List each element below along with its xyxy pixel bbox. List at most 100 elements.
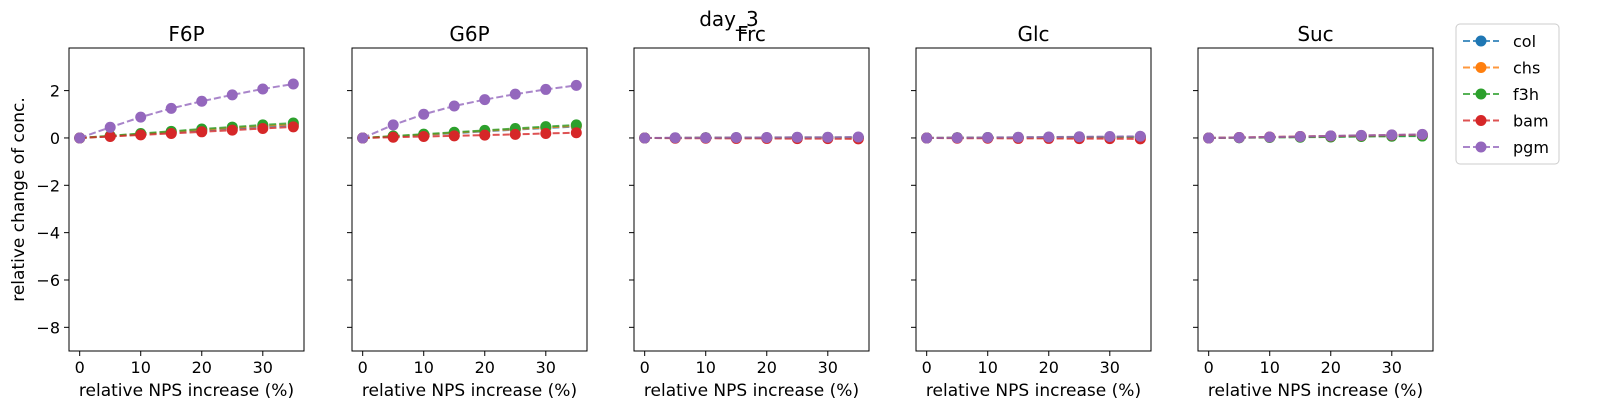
x-tick-label: 20 [1039,358,1059,377]
y-tick-label: −8 [36,318,60,337]
x-tick-label: 10 [414,358,434,377]
data-point [287,78,299,90]
data-point [982,131,994,143]
legend-marker [1475,35,1487,47]
data-point [540,83,552,95]
data-point [1386,129,1398,141]
data-point [730,131,742,143]
axes-frame [633,47,870,352]
data-point [196,95,208,107]
x-tick-label: 10 [131,358,151,377]
data-point [1325,130,1337,142]
data-point [1134,130,1146,142]
legend-marker [1475,115,1487,126]
legend-label: pgm [1513,138,1549,157]
legend-entry-col: col [1463,32,1536,51]
data-point [1104,131,1116,143]
axes-frame [68,47,305,352]
x-axis-label: relative NPS increase (%) [1208,381,1423,401]
y-tick-label: 0 [50,129,60,148]
x-tick-label: 30 [1100,358,1120,377]
data-point [104,131,116,143]
data-point [165,102,177,114]
x-tick-label: 20 [757,358,777,377]
axes-frame [351,47,588,352]
data-point [196,126,208,138]
legend-label: col [1513,32,1536,51]
legend: col chs f3h bam pgm [1455,23,1560,165]
data-point [1073,131,1085,143]
data-point [822,131,834,143]
series-bam [357,127,582,144]
x-tick-label: 0 [75,358,85,377]
series-pgm [639,131,864,144]
data-point [418,131,430,143]
data-point [226,89,238,101]
subplot-title: Frc [737,22,766,46]
figure-suptitle: day_3 [699,7,759,31]
data-point [1416,128,1428,140]
subplot-title: Suc [1297,22,1333,46]
subplot-title: Glc [1017,22,1049,46]
data-point [226,124,238,136]
y-tick-label: −2 [36,176,60,195]
x-tick-label: 0 [1204,358,1214,377]
data-point [387,131,399,143]
data-point [509,128,521,140]
data-point [570,79,582,91]
data-point [287,121,299,133]
x-tick-label: 20 [475,358,495,377]
data-point [791,131,803,143]
data-point [448,100,460,112]
panel-f6p: F6P 0 10 20 30 −8 −6 −4 −2 0 2 relative NPS increas… [9,22,305,401]
legend-entry-bam: bam [1463,112,1549,131]
data-point [357,132,369,144]
data-point [540,127,552,139]
data-point [257,83,269,95]
data-point [761,131,773,143]
legend-marker [1475,88,1487,100]
data-point [387,119,399,131]
legend-marker [1475,62,1487,73]
panel-suc: Suc 0 10 20 30 relative NPS increase (%) [1193,22,1434,401]
legend-marker [1475,141,1487,153]
legend-label: chs [1513,59,1540,78]
data-point [1294,131,1306,143]
data-point [1233,131,1245,143]
x-axis-label: relative NPS increase (%) [79,381,294,401]
data-point [570,127,582,139]
data-point [165,127,177,139]
data-point [509,88,521,100]
data-point [1012,131,1024,143]
y-tick-label: −4 [36,224,60,243]
data-point [1043,131,1055,143]
legend-entry-pgm: pgm [1463,138,1549,157]
x-tick-label: 10 [1260,358,1280,377]
legend-label: f3h [1513,85,1539,104]
x-tick-label: 30 [1382,358,1402,377]
series-pgm [1203,128,1428,144]
x-axis-label: relative NPS increase (%) [362,381,577,401]
x-axis-label: relative NPS increase (%) [926,381,1141,401]
legend-frame [1455,23,1560,165]
y-tick-label: −6 [36,271,60,290]
data-point [669,132,681,144]
data-point [418,108,430,120]
legend-entry-f3h: f3h [1463,85,1539,104]
x-tick-label: 0 [922,358,932,377]
x-tick-label: 30 [536,358,556,377]
y-axis-label: relative change of conc. [9,97,29,302]
data-point [479,129,491,141]
data-point [1203,132,1215,144]
data-point [570,119,582,131]
data-point [479,94,491,106]
axes-frame [915,47,1152,352]
data-point [951,132,963,144]
x-tick-label: 10 [978,358,998,377]
y-tick-label: 2 [50,82,60,101]
x-tick-label: 20 [192,358,212,377]
x-tick-label: 20 [1321,358,1341,377]
x-tick-label: 0 [640,358,650,377]
panel-g6p: G6P 0 10 20 30 relative NPS increase (%) [347,22,588,401]
